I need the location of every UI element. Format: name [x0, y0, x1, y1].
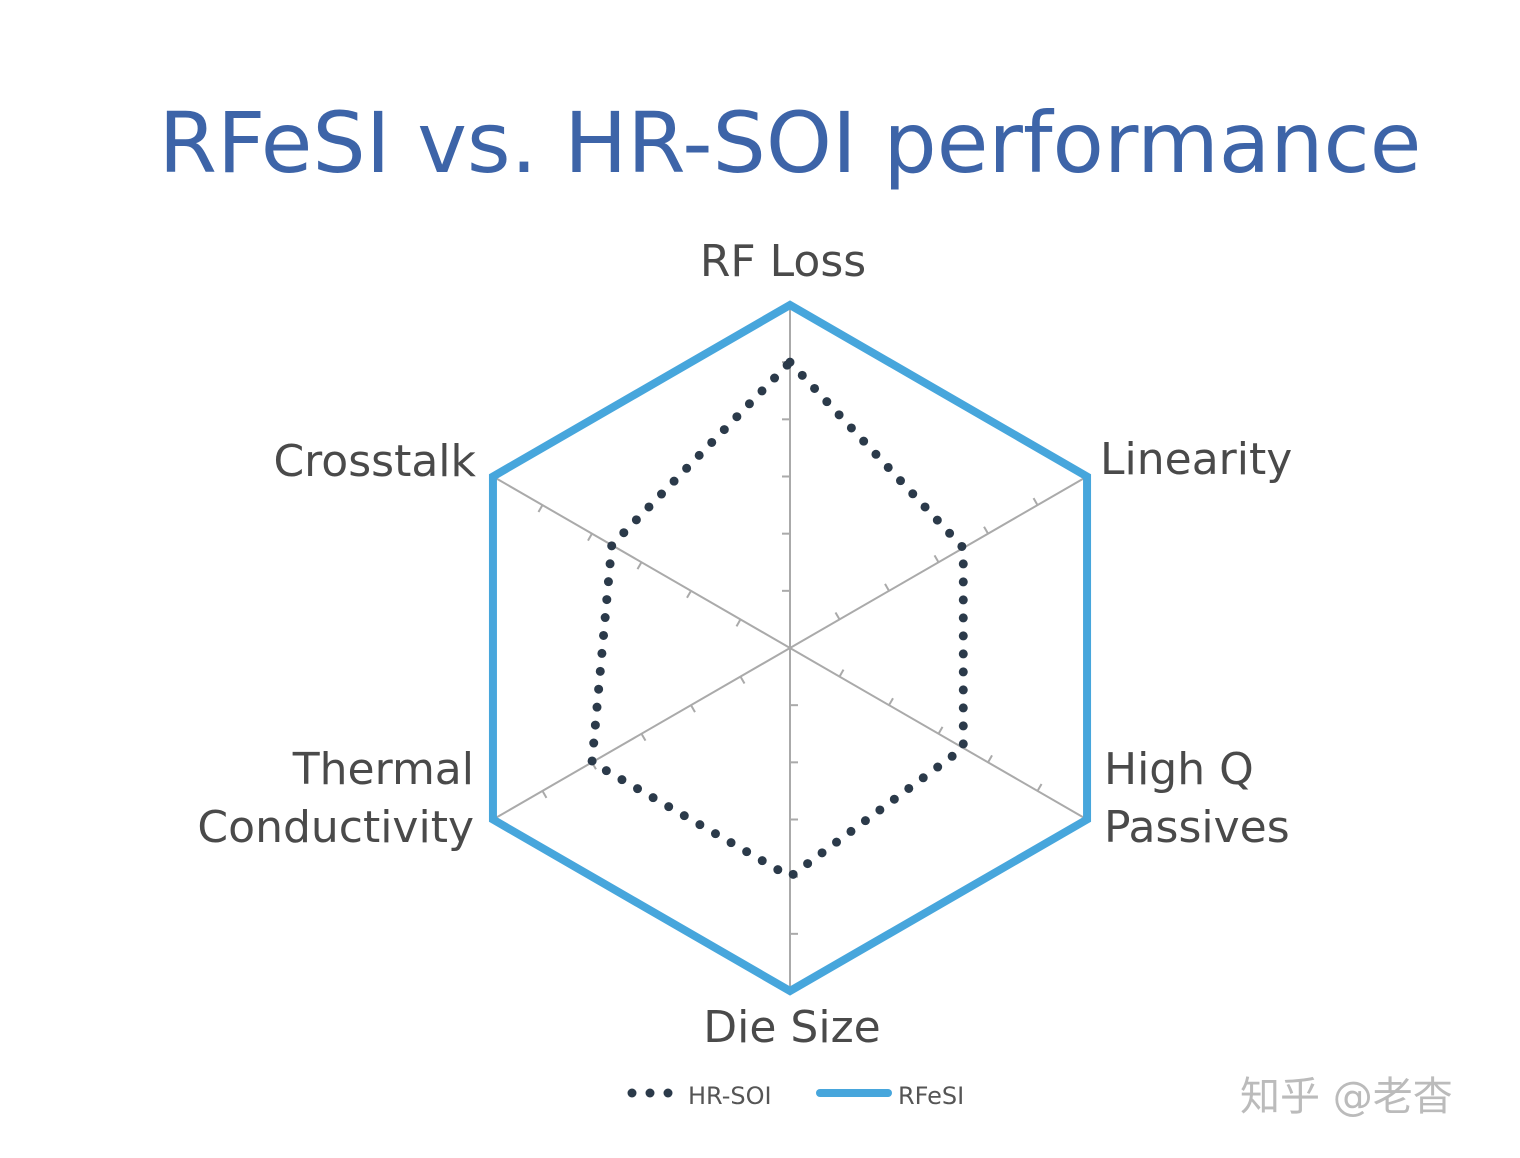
axis-tick	[636, 561, 643, 570]
axis-tick	[690, 704, 696, 713]
legend: HR-SOI RFeSI	[627, 1082, 964, 1110]
axis-tick	[987, 754, 993, 763]
series-rfesi	[488, 300, 1092, 996]
axis-labels: RF Loss Linearity High Q Passives Die Size Th…	[197, 236, 1292, 1053]
axis-label: RF Loss	[700, 236, 866, 287]
axis-tick	[587, 533, 593, 542]
axis-tick	[933, 554, 940, 563]
axis-tick	[686, 590, 692, 599]
legend-label-hr-soi: HR-SOI	[688, 1082, 772, 1110]
axis-tick	[537, 504, 544, 513]
axis-tick	[735, 618, 742, 627]
axis-label: High Q	[1104, 744, 1254, 795]
axis-tick	[541, 790, 548, 799]
axis-tick	[640, 733, 647, 742]
chart-title: RFeSI vs. HR-SOI performance	[159, 94, 1422, 192]
axis-tick	[884, 583, 890, 592]
axis-label: Conductivity	[197, 802, 474, 853]
axis-tick	[1036, 783, 1043, 792]
watermark: 知乎 @老杳	[1240, 1074, 1453, 1120]
axis-tick	[1032, 497, 1039, 506]
axis-tick	[838, 669, 845, 678]
legend-marker-hr-soi	[627, 1088, 673, 1098]
series-group	[488, 300, 1092, 996]
axis-tick	[983, 526, 989, 535]
axis-tick	[888, 697, 894, 706]
axis-tick	[739, 676, 746, 685]
axis-label: Thermal	[292, 744, 474, 795]
axis-tick	[834, 611, 841, 620]
series-hr-soi	[587, 355, 968, 883]
legend-label-rfesi: RFeSI	[898, 1082, 964, 1110]
axis-label: Passives	[1104, 802, 1290, 853]
axis-label: Linearity	[1100, 434, 1292, 485]
axis-tick	[937, 726, 944, 735]
grid	[492, 305, 1088, 991]
axis-label: Die Size	[703, 1002, 880, 1053]
axis-label: Crosstalk	[273, 436, 476, 487]
